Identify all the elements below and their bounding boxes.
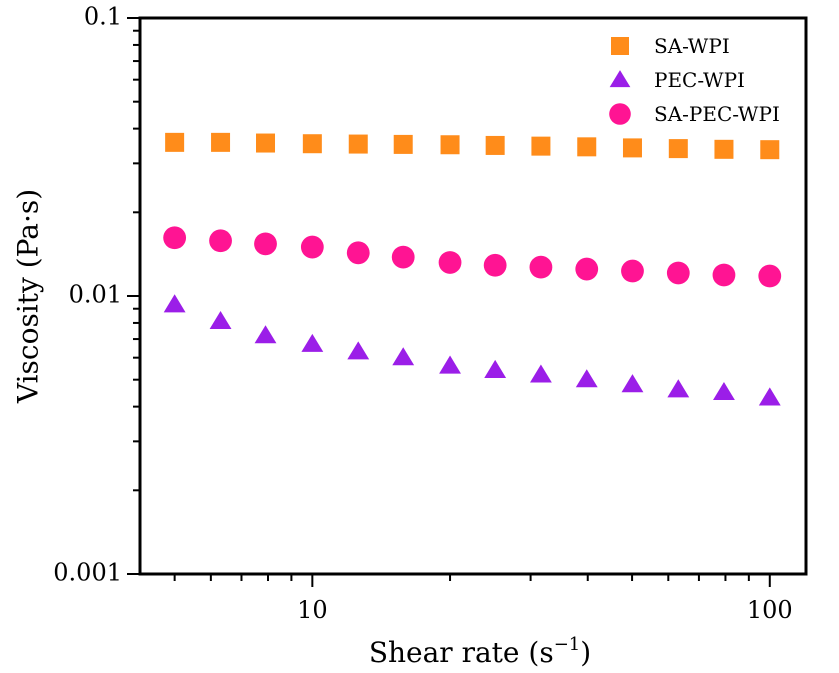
series-sa-wpi	[165, 132, 780, 160]
legend-label: SA-PEC-WPI	[654, 102, 780, 126]
x-tick-label: 100	[747, 596, 793, 624]
data-point-square	[622, 138, 642, 158]
data-point-circle	[712, 263, 736, 287]
data-point-circle	[529, 255, 553, 279]
legend-marker-circle	[609, 103, 631, 125]
data-point-triangle	[667, 379, 690, 398]
data-point-square	[302, 134, 322, 154]
data-point-square	[760, 140, 780, 160]
x-axis-title-superscript: −1	[554, 634, 581, 655]
data-point-circle	[666, 261, 690, 285]
y-axis-title: Viscosity (Pa·s)	[12, 189, 45, 404]
data-point-triangle	[575, 369, 598, 388]
series-pec-wpi	[163, 294, 781, 406]
data-point-square	[211, 132, 231, 152]
data-point-circle	[438, 251, 462, 274]
data-point-triangle	[439, 355, 461, 374]
x-axis-title-main: Shear rate (s	[369, 636, 554, 669]
data-point-circle	[254, 232, 277, 256]
y-tick-label: 0.01	[69, 281, 122, 309]
data-point-circle	[621, 259, 644, 283]
data-point-circle	[209, 229, 232, 253]
x-axis-title-suffix: )	[580, 636, 591, 669]
data-point-circle	[758, 264, 782, 288]
data-point-triangle	[758, 387, 781, 406]
data-point-circle	[346, 241, 370, 265]
y-tick-label: 0.001	[53, 559, 122, 587]
data-point-square	[393, 134, 413, 154]
legend-label: SA-WPI	[654, 34, 730, 58]
data-point-triangle	[254, 325, 277, 344]
legend-label: PEC-WPI	[654, 68, 745, 92]
axis-ticks: 10 100 0.001 0.01 0.1	[53, 3, 792, 625]
y-tick-label: 0.1	[84, 3, 122, 31]
data-point-square	[714, 139, 734, 159]
data-point-square	[485, 135, 505, 155]
data-point-triangle	[529, 364, 552, 383]
data-point-triangle	[163, 294, 186, 313]
data-point-square	[165, 132, 185, 152]
legend: SA-WPI PEC-WPI SA-PEC-WPI	[609, 34, 780, 126]
data-point-square	[577, 137, 597, 157]
data-point-triangle	[392, 347, 415, 366]
data-point-circle	[163, 226, 187, 250]
data-point-circle	[391, 245, 415, 269]
data-point-triangle	[301, 333, 324, 352]
legend-marker-triangle	[609, 70, 631, 88]
legend-marker-square	[611, 37, 629, 55]
data-point-circle	[300, 235, 324, 259]
data-point-square	[348, 134, 368, 154]
x-axis-title: Shear rate (s−1)	[369, 634, 591, 669]
x-tick-label: 10	[297, 596, 328, 624]
data-point-triangle	[209, 310, 232, 330]
data-point-triangle	[621, 374, 644, 393]
data-point-triangle	[713, 381, 735, 400]
data-point-square	[668, 139, 688, 159]
data-point-square	[531, 136, 551, 156]
data-point-circle	[575, 257, 599, 281]
data-point-square	[440, 135, 460, 155]
data-point-square	[256, 133, 276, 153]
data-point-circle	[483, 253, 507, 277]
chart-marks	[163, 132, 782, 406]
data-point-triangle	[347, 341, 370, 360]
series-sa-pec-wpi	[163, 226, 782, 288]
data-point-triangle	[484, 359, 507, 378]
